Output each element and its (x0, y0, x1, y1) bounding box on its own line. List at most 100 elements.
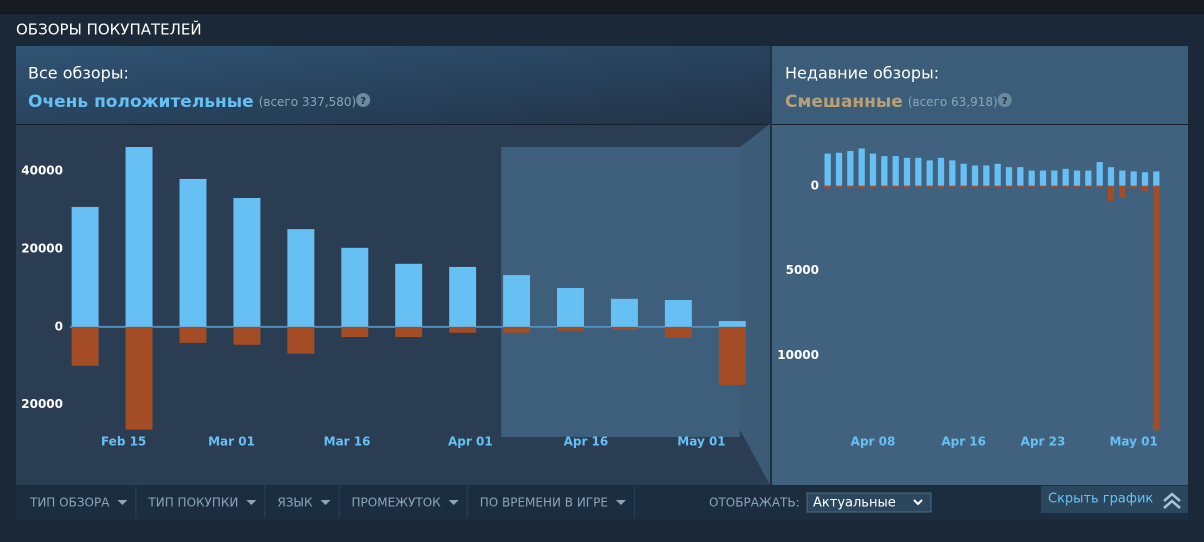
collapse-icon (1163, 492, 1181, 509)
bar (1028, 185, 1035, 188)
bar (881, 156, 888, 186)
x-tick-label: Feb 15 (101, 435, 146, 449)
filter-item[interactable]: ПО ВРЕМЕНИ В ИГРЕ (480, 496, 608, 510)
bar (71, 206, 99, 327)
bar (1141, 185, 1149, 191)
y-tick-label: 0 (55, 319, 63, 333)
bar (125, 147, 153, 327)
help-icon[interactable]: ? (997, 93, 1012, 107)
bar (1073, 170, 1081, 186)
bar (1051, 170, 1058, 186)
y-tick-label: 5000 (786, 263, 819, 277)
bar (869, 185, 877, 188)
filter-bar (16, 485, 1188, 520)
bar (1051, 185, 1058, 188)
bar (971, 165, 979, 186)
filters: ТИП ОБЗОРА ТИП ПОКУПКИ ЯЗЫК ПРОМЕЖУТОК ПО ВР… (29, 486, 635, 518)
chart-all: 20000 0 20000 40000 Feb 15 Mar 01 Mar 16 Apr 01… (21, 147, 746, 449)
x-tick-label: Mar 16 (324, 435, 371, 449)
x-tick-label: Apr 16 (564, 435, 609, 449)
select-arrow (913, 499, 923, 506)
review-count: (всего 337,580) (259, 95, 357, 109)
y-tick-label: 40000 (21, 164, 63, 178)
summary-label: Все обзоры: (28, 64, 129, 83)
bar (1107, 185, 1115, 202)
summary-all-bg (16, 46, 770, 124)
bar (824, 185, 831, 189)
chart-recent: 10000 5000 0 Apr 08 Apr 16 Apr 23 May 01 (777, 148, 1160, 449)
bar (395, 326, 423, 338)
recent-window (501, 147, 740, 437)
display-value[interactable]: Актуальные (813, 496, 896, 511)
filter-item[interactable]: ПРОМЕЖУТОК (352, 496, 442, 510)
bar (233, 198, 261, 327)
bar (341, 326, 369, 338)
bar (557, 326, 584, 331)
chart-recent-bg (772, 124, 1188, 485)
filter-item[interactable]: ТИП ПОКУПКИ (147, 496, 238, 510)
bar (610, 298, 638, 327)
bar (1039, 170, 1047, 186)
x-tick-label: May 01 (1109, 435, 1157, 449)
bar (835, 152, 843, 186)
bar (1073, 185, 1081, 188)
bar (395, 263, 423, 327)
bar (892, 156, 899, 186)
x-tick-label: Apr 01 (448, 435, 493, 449)
display-label: ОТОБРАЖАТЬ: (709, 496, 800, 510)
bar (960, 185, 967, 188)
hide-button[interactable] (1041, 486, 1188, 513)
bar (881, 185, 888, 188)
section-title: ОБЗОРЫ ПОКУПАТЕЛЕЙ (16, 20, 202, 39)
bar (233, 326, 261, 345)
bar (926, 160, 933, 186)
bar (1005, 167, 1013, 186)
display-select[interactable] (806, 492, 932, 513)
bar (960, 163, 967, 186)
bar (1107, 167, 1115, 186)
bar (869, 153, 877, 186)
summary-recent-bg (772, 46, 1188, 124)
summary-line: Очень положительные (всего 337,580) (28, 92, 356, 112)
bar (1119, 170, 1126, 186)
dropdown-arrow (615, 500, 626, 505)
bar (449, 326, 477, 333)
filter-item[interactable]: ТИП ОБЗОРА (29, 496, 110, 510)
bar (1039, 185, 1047, 188)
bar (949, 185, 956, 188)
bar (1153, 171, 1160, 186)
bar (718, 326, 746, 385)
bar (1096, 185, 1103, 188)
dropdown-arrow (117, 500, 128, 505)
y-tick-label: 20000 (21, 242, 63, 256)
x-tick-label: Apr 08 (851, 435, 896, 449)
x-tick-label: Apr 16 (941, 435, 986, 449)
zoom-connector (740, 124, 770, 485)
bar (903, 185, 911, 188)
bar (835, 185, 843, 188)
x-tick-label: Apr 23 (1021, 435, 1066, 449)
summary-line: Смешанные (всего 63,918) (785, 92, 998, 112)
bar (1062, 185, 1069, 188)
bar (847, 151, 854, 186)
bar (1062, 168, 1069, 186)
help-glyph[interactable]: ? (360, 96, 366, 107)
y-tick-label: 10000 (777, 348, 819, 362)
filter-item[interactable]: ЯЗЫК (277, 496, 313, 510)
bar (915, 157, 922, 186)
bar (994, 163, 1001, 186)
bar (179, 326, 207, 343)
help-glyph[interactable]: ? (1002, 96, 1008, 107)
help-icon[interactable]: ? (356, 93, 371, 107)
bar (937, 157, 945, 186)
rating: Смешанные (785, 92, 903, 112)
bar (858, 185, 865, 189)
bar (610, 326, 638, 330)
bar (937, 185, 945, 188)
y-tick-label: 20000 (21, 397, 63, 411)
bar (915, 185, 922, 188)
bar (994, 185, 1001, 188)
hide-button-label[interactable]: Скрыть график (1048, 492, 1153, 507)
bar (926, 185, 933, 188)
